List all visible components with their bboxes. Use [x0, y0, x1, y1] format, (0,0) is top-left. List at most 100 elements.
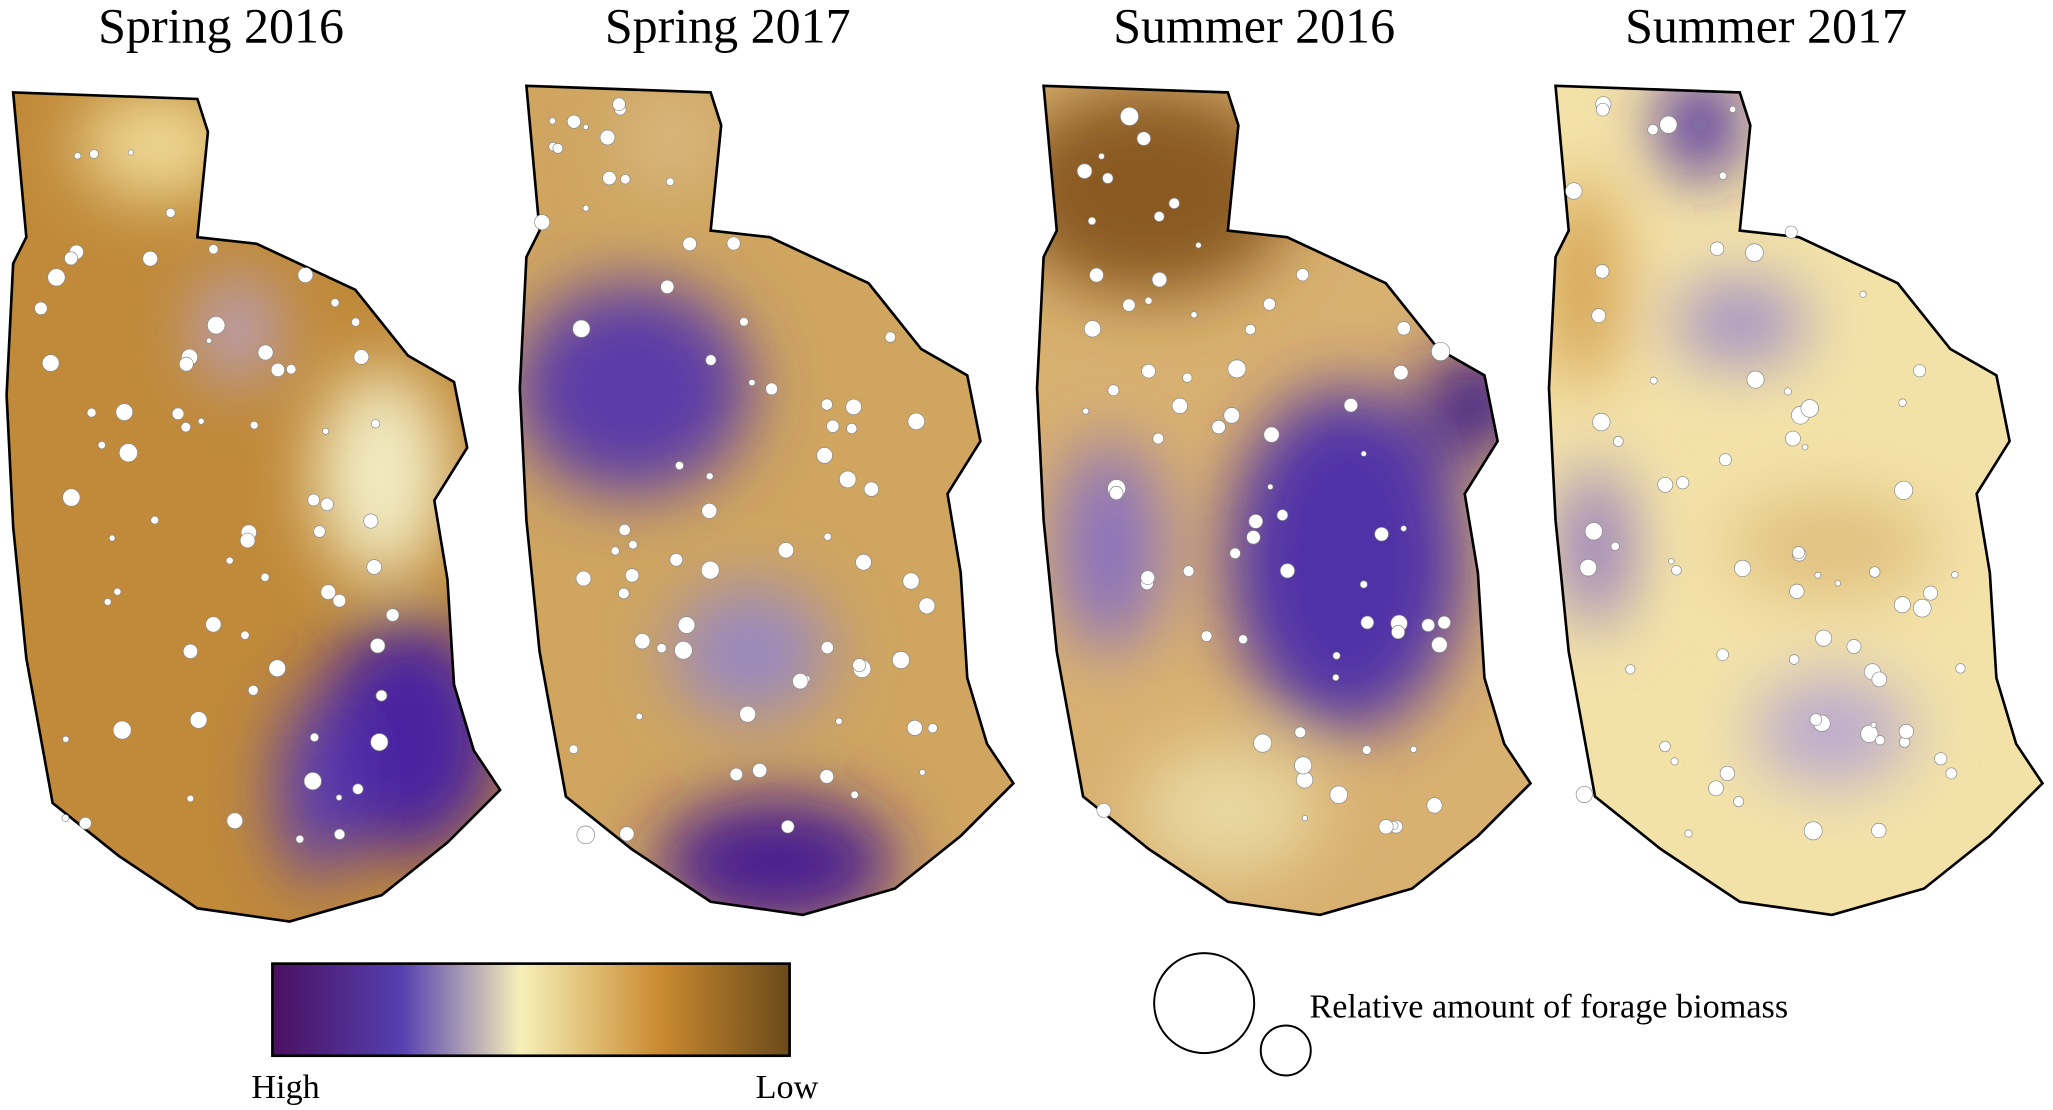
colorbar-label: Low	[756, 1069, 819, 1106]
sample-point	[1719, 765, 1735, 781]
sample-point	[303, 772, 322, 791]
sample-point	[1410, 745, 1418, 753]
sample-point	[669, 553, 683, 567]
sample-point	[1102, 172, 1114, 184]
sample-point	[1565, 182, 1583, 200]
sample-point	[1211, 419, 1226, 435]
sample-point	[115, 403, 134, 421]
sample-point	[575, 570, 592, 587]
sample-point	[1659, 115, 1678, 134]
sample-point	[385, 608, 400, 622]
sample-point	[1195, 242, 1202, 249]
sample-point	[286, 364, 297, 375]
sample-point	[1898, 398, 1907, 407]
sample-point	[307, 493, 320, 507]
sample-point	[1140, 570, 1156, 585]
sample-point	[892, 651, 910, 669]
sample-point	[1136, 131, 1151, 146]
sample-point	[752, 762, 768, 778]
sample-point	[295, 834, 305, 844]
sample-point	[1668, 558, 1675, 565]
sample-point	[1785, 430, 1801, 447]
sample-point	[1329, 785, 1348, 804]
sample-point	[906, 719, 923, 736]
sample-point	[1788, 654, 1800, 665]
sample-point	[1246, 530, 1261, 545]
sample-point	[1718, 171, 1728, 180]
sample-point	[1332, 673, 1340, 682]
sample-point	[1657, 476, 1674, 493]
sample-point	[576, 825, 595, 845]
sample-point	[1745, 243, 1764, 262]
sample-point	[1612, 436, 1624, 447]
sample-point	[1248, 514, 1264, 529]
colorbar-label: High	[251, 1069, 319, 1106]
sample-point	[320, 497, 334, 512]
sample-point	[1083, 320, 1102, 338]
sample-point	[1746, 370, 1765, 389]
panel-title: Spring 2017	[605, 0, 851, 53]
sample-point	[1875, 735, 1886, 746]
sample-point	[1708, 780, 1724, 797]
sample-point	[1087, 216, 1097, 226]
sample-points	[34, 96, 1966, 845]
sample-point	[1276, 509, 1289, 521]
sample-point	[1168, 197, 1180, 210]
sample-point	[1332, 651, 1341, 660]
sample-point	[1294, 726, 1307, 739]
sample-point	[1421, 618, 1436, 632]
sample-point	[1913, 364, 1927, 378]
sample-point	[1594, 264, 1610, 279]
sample-point	[309, 732, 319, 742]
sample-point	[748, 379, 756, 387]
sample-point	[548, 117, 557, 125]
sample-point	[1098, 152, 1105, 160]
sample-point	[1294, 756, 1313, 775]
sample-point	[335, 794, 343, 801]
sample-point	[777, 542, 795, 559]
sample-point	[1869, 566, 1881, 578]
sample-point	[599, 129, 616, 146]
sample-point	[729, 767, 743, 782]
panel-title: Spring 2016	[98, 0, 344, 53]
sample-point	[566, 114, 581, 129]
sample-point	[1871, 671, 1887, 688]
sample-point	[1426, 797, 1443, 814]
sample-point	[1144, 296, 1153, 305]
panel-title: Summer 2016	[1113, 0, 1395, 53]
sample-point	[61, 814, 70, 822]
sample-point	[634, 633, 651, 650]
sample-point	[313, 525, 326, 538]
sample-point	[1870, 721, 1877, 728]
sample-point	[1955, 663, 1966, 674]
sample-point	[765, 382, 778, 396]
sample-point	[142, 250, 158, 267]
sample-point	[239, 532, 256, 549]
sample-point	[682, 236, 697, 252]
sample-point	[1391, 625, 1406, 640]
sample-point	[852, 658, 867, 673]
map-panel	[1547, 84, 2044, 917]
sample-point	[552, 143, 564, 154]
sample-point	[1893, 596, 1911, 614]
sample-point	[1871, 822, 1887, 839]
sample-point	[1834, 580, 1842, 587]
sample-point	[1374, 526, 1389, 542]
sample-point	[1343, 398, 1358, 413]
sample-point	[118, 443, 138, 463]
sample-point	[334, 828, 346, 840]
sample-point	[839, 470, 857, 489]
sample-point	[1945, 767, 1958, 780]
sample-point	[1227, 359, 1247, 379]
sample-point	[47, 268, 66, 287]
sample-point	[1894, 480, 1914, 500]
sample-point	[1676, 476, 1690, 490]
legend-label: Relative amount of forage biomass	[1309, 989, 1788, 1026]
sample-point	[1267, 483, 1274, 490]
sample-point	[1671, 565, 1682, 576]
legend-symbol	[1153, 952, 1256, 1055]
sample-point	[1082, 407, 1090, 415]
sample-point	[1859, 290, 1867, 298]
sample-point	[1592, 412, 1611, 432]
